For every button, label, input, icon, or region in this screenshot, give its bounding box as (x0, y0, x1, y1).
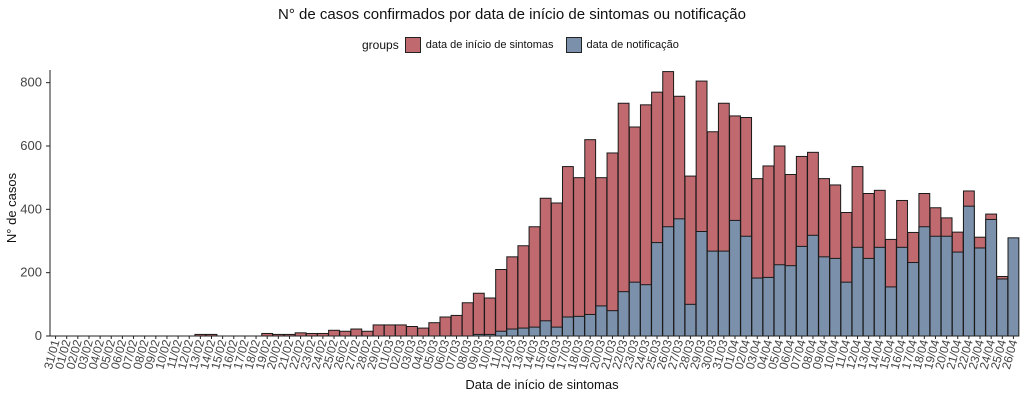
bar-notificacao (818, 256, 831, 337)
bar-notificacao (795, 245, 808, 337)
bar-sintomas (606, 152, 619, 337)
y-tick-label: 200 (20, 265, 42, 280)
bar-notificacao (762, 276, 775, 337)
bar-sintomas (406, 326, 418, 337)
x-ticks-group: 31/0101/0202/0203/0204/0205/0206/0207/02… (41, 336, 1020, 371)
bar-notificacao (695, 231, 708, 337)
bar-notificacao (517, 327, 530, 337)
bar-notificacao (985, 218, 998, 337)
bar-notificacao (873, 246, 886, 337)
legend-label-notificacao: data de notificação (586, 39, 679, 51)
bar-sintomas (328, 329, 340, 337)
bar-notificacao (840, 281, 853, 337)
bar-sintomas (584, 139, 597, 337)
bar-notificacao (951, 251, 964, 337)
bar-sintomas (394, 324, 407, 337)
bar-notificacao (784, 265, 797, 337)
bar-sintomas (539, 197, 552, 337)
bar-sintomas (450, 314, 463, 337)
bar-sintomas (417, 327, 430, 337)
bar-notificacao (773, 264, 786, 337)
bar-sintomas (573, 177, 585, 337)
bar-notificacao (962, 205, 975, 337)
bar-notificacao (940, 235, 953, 337)
bar-notificacao (550, 326, 563, 337)
bar-notificacao (595, 305, 608, 337)
bar-notificacao (662, 226, 675, 337)
bar-notificacao (561, 316, 574, 337)
y-tick-label: 800 (20, 75, 42, 90)
bar-sintomas (495, 269, 508, 337)
y-ticks-group: 0 200 400 600 800 (20, 75, 50, 343)
bar-sintomas (517, 245, 530, 337)
bar-notificacao (740, 235, 753, 337)
bar-notificacao (606, 310, 619, 337)
bar-notificacao (506, 328, 519, 337)
bar-sintomas (383, 324, 396, 337)
bar-notificacao (651, 242, 663, 337)
legend-label-sintomas: data de início de sintomas (425, 39, 554, 51)
bar-sintomas (361, 330, 374, 337)
bar-notificacao (673, 218, 686, 337)
bar-notificacao (684, 303, 697, 337)
bar-sintomas (428, 322, 441, 337)
bar-notificacao (907, 262, 920, 337)
bar-notificacao (896, 246, 908, 337)
bar-notificacao (584, 313, 597, 337)
legend-swatch-notificacao (565, 37, 582, 53)
bar-notificacao (996, 278, 1009, 337)
bar-sintomas (339, 330, 352, 337)
bar-notificacao (706, 250, 719, 337)
bars-group (194, 71, 1020, 337)
bar-notificacao (974, 247, 986, 337)
x-axis-title: Data de início de sintomas (465, 377, 619, 392)
bar-notificacao (884, 286, 897, 337)
bar-notificacao (617, 291, 630, 337)
bar-notificacao (918, 226, 931, 337)
bar-notificacao (495, 330, 508, 337)
bar-sintomas (561, 166, 574, 337)
bar-notificacao (751, 277, 764, 337)
bar-notificacao (628, 281, 641, 337)
bar-notificacao (929, 235, 942, 337)
bar-notificacao (729, 219, 741, 337)
bar-sintomas (461, 302, 474, 337)
y-tick-label: 0 (35, 328, 42, 343)
bar-notificacao (539, 320, 552, 337)
bar-notificacao (829, 257, 842, 337)
chart-title: N° de casos confirmados por data de iníc… (278, 6, 746, 23)
bar-notificacao (639, 284, 652, 337)
bar-notificacao (851, 246, 864, 337)
bar-notificacao (717, 250, 730, 337)
bar-sintomas (439, 316, 452, 337)
legend-swatch-sintomas (404, 37, 421, 53)
bar-notificacao (807, 234, 819, 337)
bar-notificacao (1007, 237, 1020, 337)
legend: groups data de início de sintomas data d… (362, 36, 691, 54)
y-tick-label: 400 (20, 201, 42, 216)
bar-sintomas (350, 328, 363, 337)
legend-title: groups (362, 38, 399, 52)
bar-sintomas (528, 226, 541, 337)
bar-sintomas (484, 297, 496, 337)
bar-sintomas (372, 324, 385, 337)
bar-notificacao (528, 326, 541, 337)
y-tick-label: 600 (20, 138, 42, 153)
bar-notificacao (862, 257, 875, 337)
bar-sintomas (472, 292, 485, 337)
y-axis-title: N° de casos (4, 172, 19, 243)
bar-notificacao (573, 315, 585, 337)
bar-sintomas (550, 202, 563, 337)
bar-sintomas (506, 256, 519, 337)
